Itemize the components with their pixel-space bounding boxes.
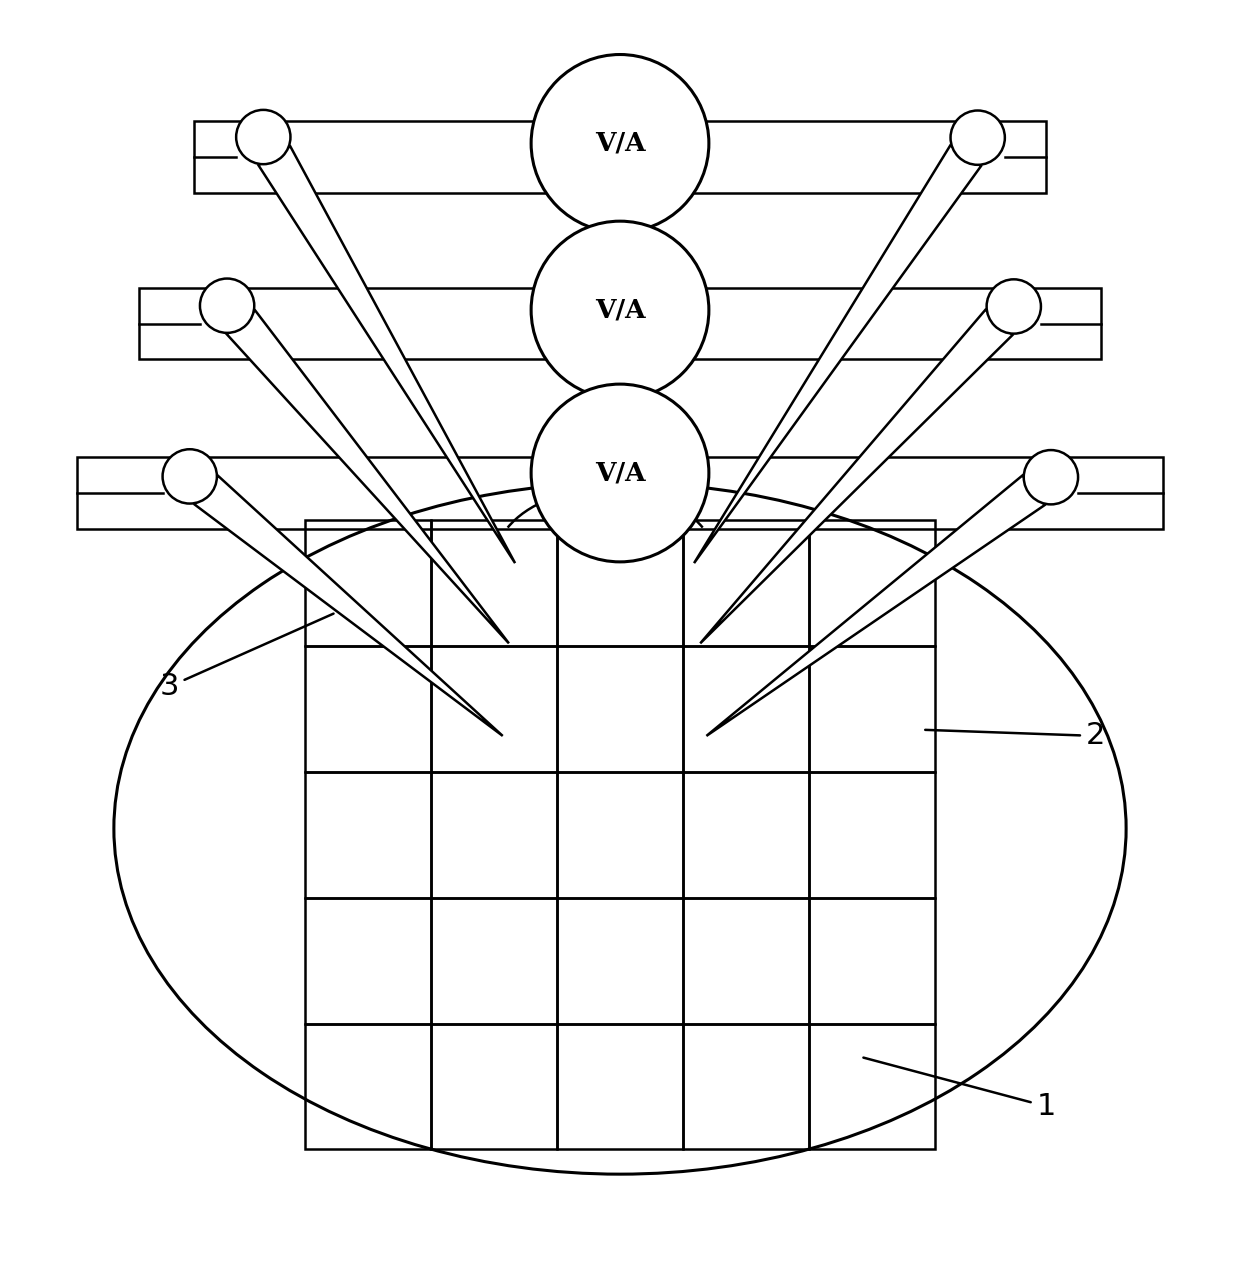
Circle shape bbox=[236, 110, 290, 164]
Bar bbox=[195, 121, 1045, 193]
Polygon shape bbox=[701, 309, 1013, 644]
Text: 2: 2 bbox=[925, 722, 1105, 751]
Circle shape bbox=[1024, 451, 1078, 505]
Text: V/A: V/A bbox=[595, 461, 645, 486]
Circle shape bbox=[531, 54, 709, 232]
Text: 1: 1 bbox=[863, 1058, 1055, 1121]
Circle shape bbox=[162, 449, 217, 504]
Bar bbox=[432, 520, 557, 646]
Bar bbox=[683, 646, 808, 772]
Bar bbox=[683, 772, 808, 897]
Bar bbox=[557, 897, 683, 1023]
Bar bbox=[683, 897, 808, 1023]
Bar bbox=[808, 897, 935, 1023]
Polygon shape bbox=[227, 310, 508, 644]
Text: V/A: V/A bbox=[595, 298, 645, 323]
Bar bbox=[557, 520, 683, 646]
Bar bbox=[139, 288, 1101, 360]
Bar bbox=[808, 772, 935, 897]
Text: V/A: V/A bbox=[595, 131, 645, 156]
Bar bbox=[77, 457, 1163, 529]
Bar bbox=[808, 646, 935, 772]
Polygon shape bbox=[258, 146, 515, 563]
Polygon shape bbox=[707, 476, 1044, 736]
Circle shape bbox=[987, 279, 1040, 333]
Bar bbox=[305, 646, 432, 772]
Bar bbox=[683, 520, 808, 646]
Bar bbox=[432, 646, 557, 772]
Bar bbox=[432, 1023, 557, 1150]
Bar bbox=[808, 1023, 935, 1150]
Text: 3: 3 bbox=[160, 613, 334, 702]
Bar bbox=[305, 772, 432, 897]
Polygon shape bbox=[195, 476, 502, 736]
Bar bbox=[683, 1023, 808, 1150]
Bar bbox=[305, 520, 432, 646]
Bar bbox=[557, 646, 683, 772]
Circle shape bbox=[531, 221, 709, 399]
Bar bbox=[305, 1023, 432, 1150]
Bar bbox=[432, 897, 557, 1023]
Bar bbox=[557, 1023, 683, 1150]
Circle shape bbox=[951, 111, 1004, 165]
Bar bbox=[808, 520, 935, 646]
Polygon shape bbox=[694, 145, 981, 563]
Circle shape bbox=[200, 279, 254, 333]
Circle shape bbox=[531, 384, 709, 562]
Bar bbox=[557, 772, 683, 897]
Bar bbox=[305, 897, 432, 1023]
Bar bbox=[432, 772, 557, 897]
